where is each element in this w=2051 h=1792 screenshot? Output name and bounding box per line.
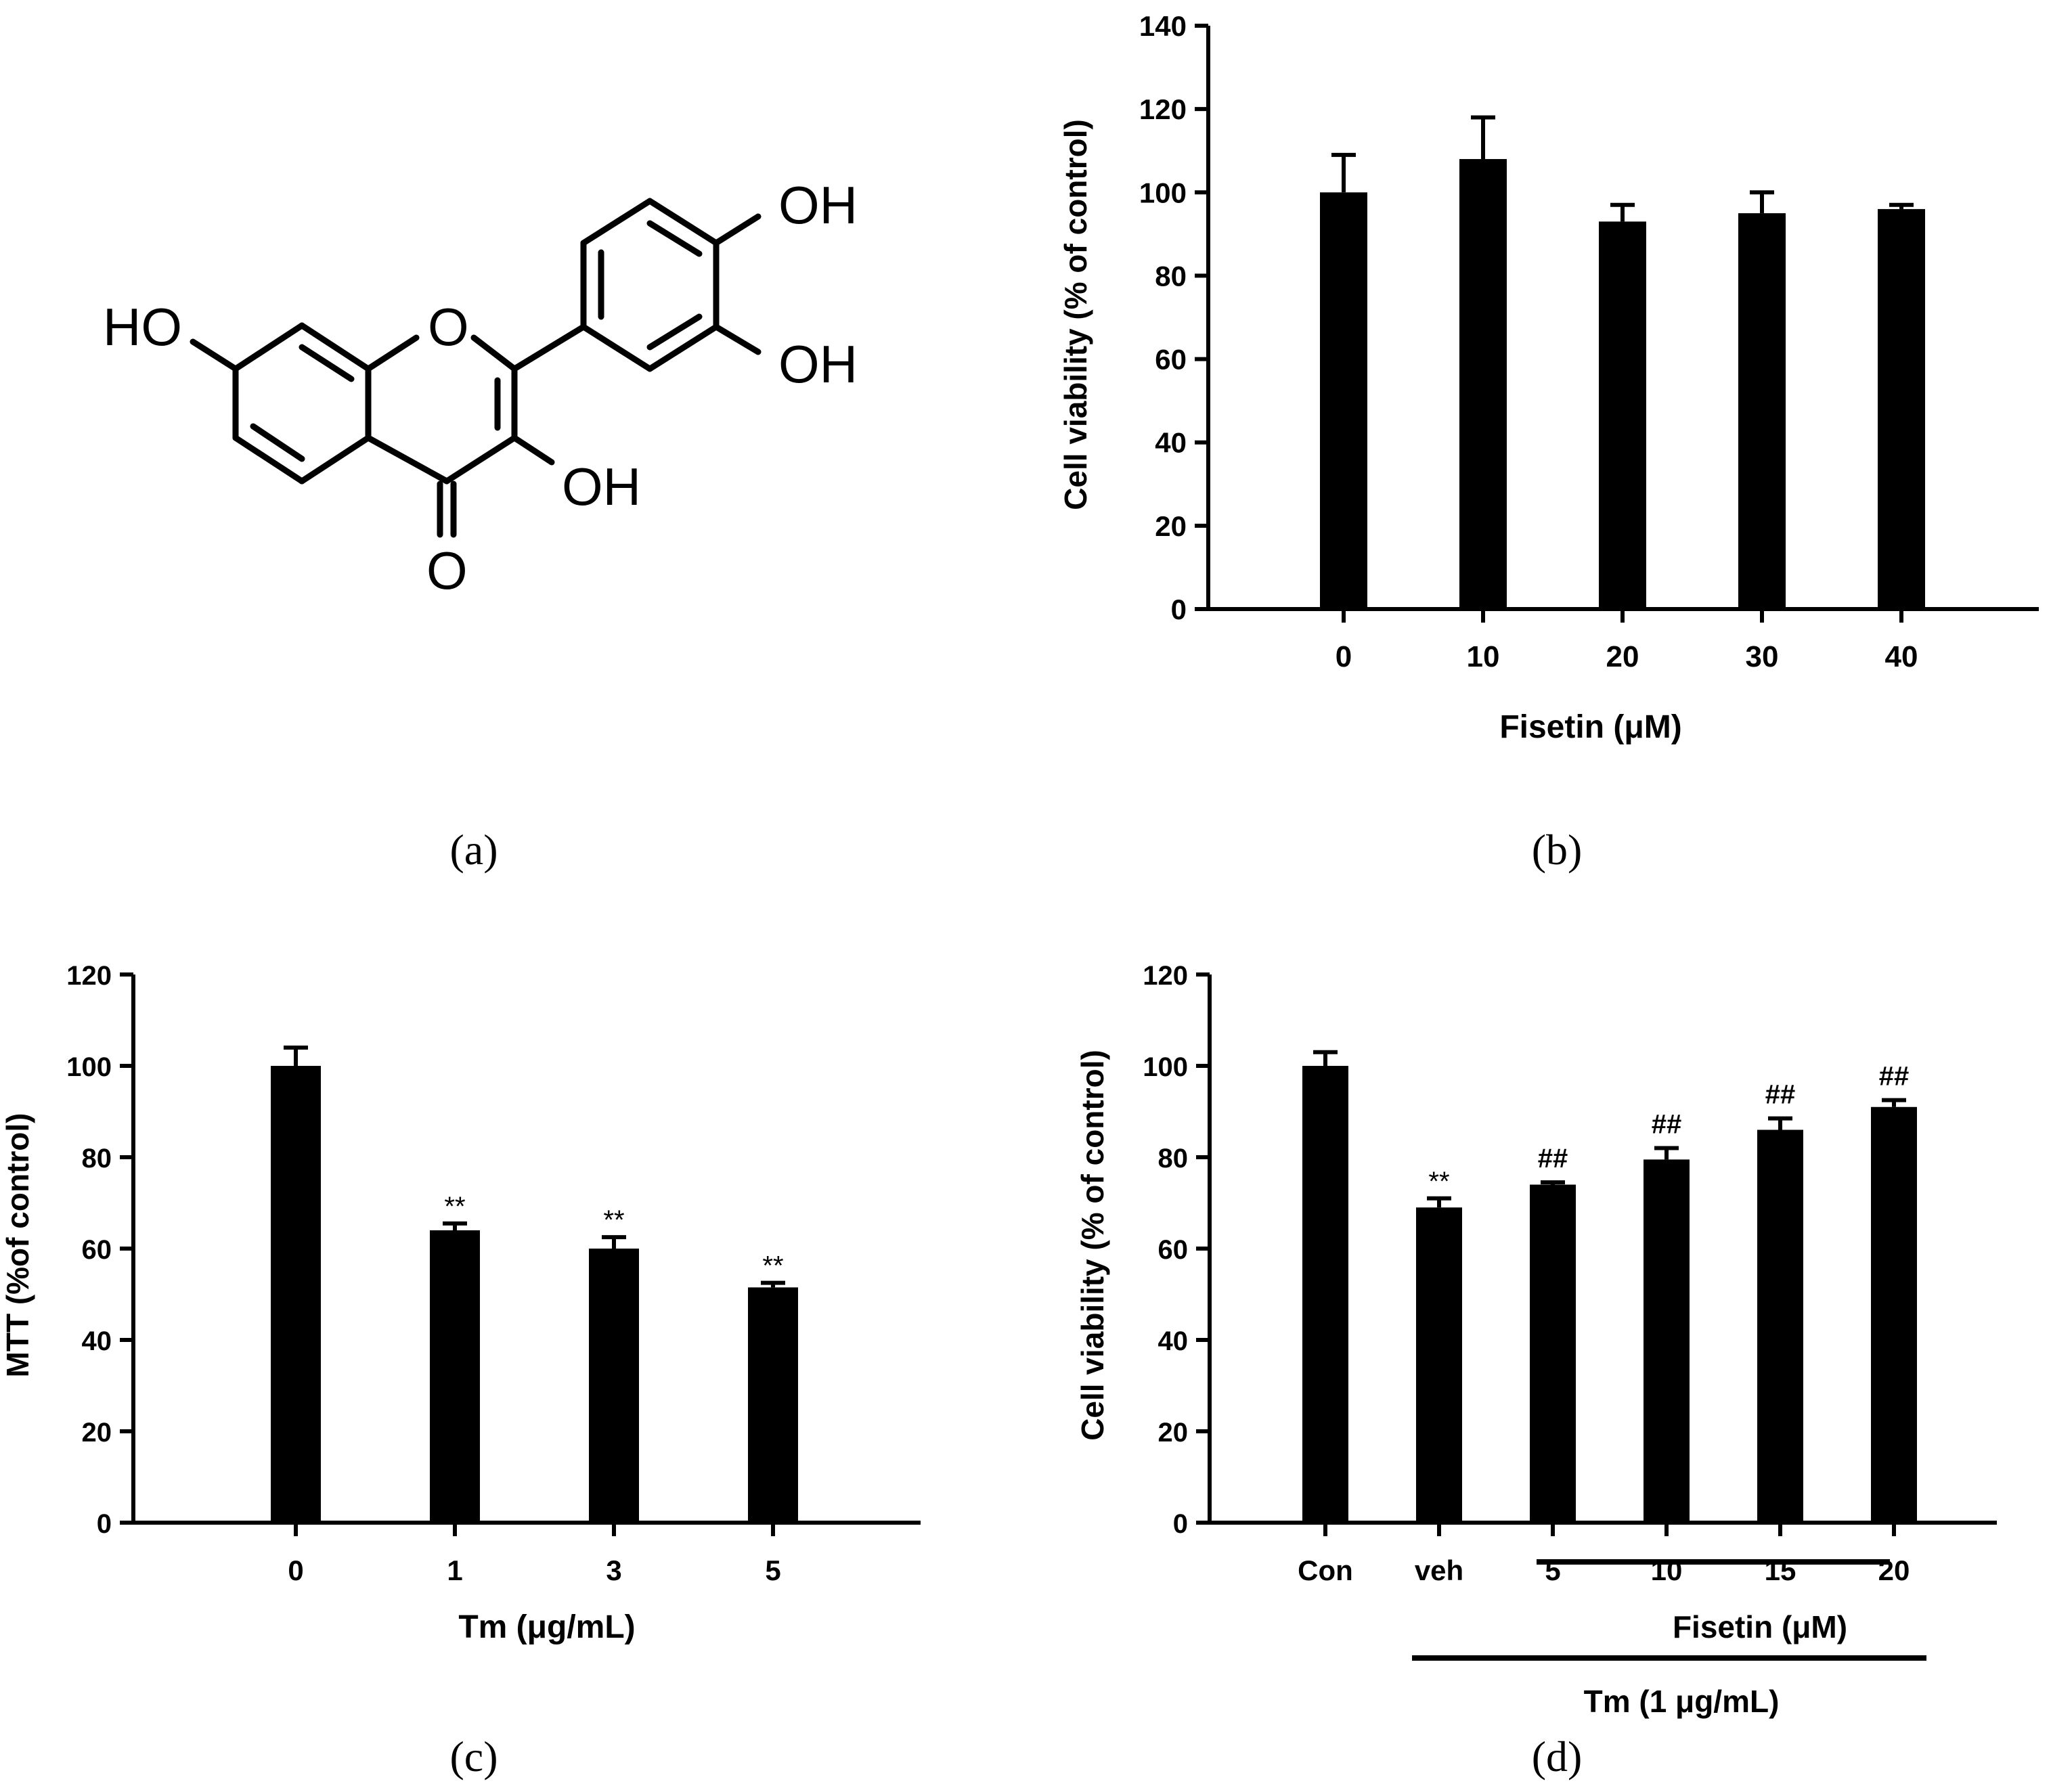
- bar: [430, 1230, 480, 1523]
- y-tick-label: 60: [1155, 344, 1187, 376]
- bar: [1416, 1207, 1462, 1523]
- x-tick-label: 1: [447, 1554, 462, 1586]
- y-tick-label: 100: [1139, 177, 1187, 208]
- significance-label: **: [1428, 1167, 1449, 1196]
- bar: [1738, 213, 1786, 610]
- x-tick-label: 20: [1606, 640, 1639, 673]
- y-tick-label: 0: [1173, 1509, 1188, 1539]
- y-tick-label: 60: [1158, 1235, 1189, 1265]
- bar: [1644, 1159, 1690, 1523]
- significance-label: ##: [1538, 1144, 1568, 1173]
- x-tick-label: 0: [1336, 640, 1352, 673]
- x-tick-label: Con: [1298, 1554, 1353, 1586]
- significance-label: ##: [1652, 1110, 1682, 1140]
- y-tick-label: 20: [1158, 1418, 1189, 1448]
- bar: [1757, 1129, 1803, 1523]
- x-tick-label: 5: [765, 1554, 780, 1586]
- y-tick-label: 100: [1143, 1052, 1188, 1082]
- significance-label: ##: [1879, 1062, 1910, 1092]
- y-tick-label: 20: [82, 1418, 112, 1448]
- y-tick-label: 60: [82, 1235, 112, 1265]
- y-tick-label: 0: [1171, 593, 1187, 625]
- y-tick-label: 80: [82, 1144, 112, 1173]
- significance-label: **: [444, 1192, 465, 1222]
- y-axis-label: Cell viability (% of control): [1058, 119, 1093, 510]
- bar: [1459, 159, 1507, 609]
- x-tick-label: 30: [1746, 640, 1779, 673]
- significance-label: **: [762, 1251, 783, 1281]
- y-tick-label: 40: [1158, 1326, 1189, 1356]
- fisetin-structure: [190, 198, 762, 538]
- fisetin-group-label: Fisetin (μM): [1673, 1609, 1847, 1644]
- x-tick-label: 40: [1885, 640, 1918, 673]
- x-tick-label: 0: [288, 1554, 303, 1586]
- y-tick-label: 80: [1158, 1144, 1189, 1173]
- y-axis-label: MTT (%of control): [0, 1113, 35, 1378]
- significance-label: ##: [1765, 1080, 1796, 1110]
- bar: [1871, 1106, 1917, 1523]
- ring-oxygen-label: O: [428, 297, 469, 357]
- y-tick-label: 120: [1139, 93, 1187, 125]
- y-tick-label: 40: [82, 1326, 112, 1356]
- y-tick-label: 0: [97, 1509, 112, 1539]
- y-tick-label: 20: [1155, 510, 1187, 542]
- chart-panel-c: 0 20 40 60 80 100 120 0 1 ** 3 ** 5 ** MTT (%of contro…: [0, 961, 921, 1645]
- y-tick-label: 120: [66, 961, 112, 991]
- y-tick-label: 140: [1139, 10, 1187, 42]
- panel-label-a: (a): [449, 826, 498, 874]
- x-axis-label: Tm (μg/mL): [458, 1609, 635, 1645]
- y-tick-label: 120: [1143, 961, 1188, 991]
- significance-label: **: [603, 1205, 624, 1235]
- x-axis-label: Fisetin (μM): [1499, 709, 1681, 745]
- tm-group-label: Tm (1 μg/mL): [1584, 1684, 1780, 1719]
- carbonyl-oxygen-label: O: [426, 541, 468, 600]
- bar: [271, 1066, 321, 1523]
- panel-label-c: (c): [449, 1732, 498, 1780]
- oh-right-label: OH: [778, 334, 858, 394]
- ho-left-label: HO: [103, 297, 182, 357]
- chart-panel-b: 0 20 40 60 80 100 120 140 0 10 20 30 40 Cell viabilit…: [1058, 10, 2039, 745]
- x-tick-label: veh: [1415, 1554, 1463, 1586]
- bar: [1320, 192, 1367, 609]
- y-tick-label: 80: [1155, 260, 1187, 292]
- oh-top-label: OH: [778, 175, 858, 235]
- y-tick-label: 40: [1155, 427, 1187, 459]
- x-tick-label: 3: [606, 1554, 621, 1586]
- bar: [1302, 1066, 1348, 1523]
- panel-label-b: (b): [1532, 826, 1583, 874]
- y-axis-label: Cell viability (% of control): [1075, 1050, 1110, 1441]
- bar: [1599, 221, 1646, 609]
- panel-label-d: (d): [1532, 1732, 1583, 1780]
- bar: [1530, 1184, 1576, 1523]
- bar: [1878, 208, 1925, 609]
- y-tick-label: 100: [66, 1052, 112, 1082]
- bar: [748, 1287, 798, 1523]
- oh-bottom-label: OH: [562, 457, 641, 516]
- x-tick-label: 10: [1467, 640, 1500, 673]
- bar: [589, 1249, 639, 1523]
